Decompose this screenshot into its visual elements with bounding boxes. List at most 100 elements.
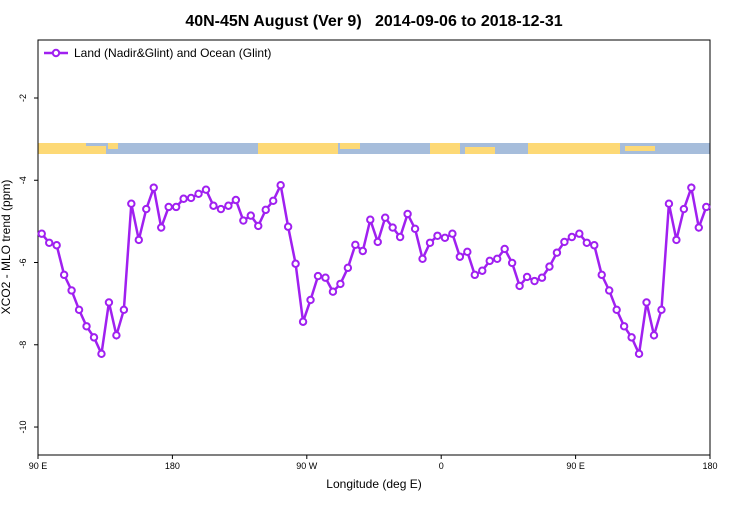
data-point [687,183,696,192]
plot-frame [37,39,711,456]
data-point [194,189,203,199]
data-point [127,199,136,208]
data-point [605,286,614,295]
data-point [157,223,166,232]
data-point [597,270,606,280]
data-point [694,223,703,232]
data-point [537,273,547,282]
data-point [343,263,353,273]
data-point [231,195,241,205]
data-point [298,317,308,326]
data-point [216,204,226,214]
data-point [59,270,69,280]
data-point [590,241,599,250]
x-tick-label: 180 [165,461,180,471]
data-point [149,183,158,192]
y-tick-label: -4 [18,176,28,184]
x-tick-label: 0 [439,461,444,471]
data-point [507,258,517,268]
data-point [52,241,61,250]
data-line [40,181,708,359]
data-point [142,204,151,214]
data-point [164,202,173,212]
data-point [433,231,442,240]
data-point [649,331,659,340]
data-point [395,232,405,242]
data-point [321,273,330,282]
data-point [328,287,338,296]
data-point [97,349,106,359]
data-point [463,247,472,257]
data-point [627,333,636,342]
y-tick-label: -8 [18,341,28,349]
data-point [246,211,256,220]
data-point [582,238,591,247]
legend-label: Land (Nadir&Glint) and Ocean (Glint) [74,46,271,60]
data-point [381,213,390,222]
data-point [679,204,689,214]
data-point [455,252,465,261]
data-point [336,279,345,289]
data-point [82,322,91,331]
data-point [351,240,360,250]
x-tick-label: 180 [702,461,717,471]
data-point [567,232,577,242]
data-point [642,298,651,307]
data-point [425,238,435,247]
data-point [239,216,248,225]
data-point [470,270,479,280]
data-point [186,193,196,203]
data-point [560,237,569,247]
data-point [112,331,121,340]
data-point [500,244,509,254]
data-point [171,202,181,212]
data-point [702,202,711,212]
x-tick-label: 90 E [29,461,48,471]
data-point [254,221,263,231]
data-point [485,256,494,266]
data-point [657,305,666,315]
data-point [493,254,502,264]
data-point [545,262,554,271]
data-point [672,235,681,245]
x-tick-label: 90 W [296,461,318,471]
data-point [104,298,114,307]
legend-marker [51,48,61,58]
data-point [179,194,188,203]
data-point [530,276,539,286]
x-axis-label: Longitude (deg E) [326,477,421,491]
data-point [410,224,420,233]
data-point [440,233,450,243]
data-point [261,205,270,215]
data-point [269,196,278,206]
land-ocean-strip [38,143,710,154]
data-point [89,333,99,342]
data-point [201,185,211,194]
y-axis-label: XCO2 - MLO trend (ppm) [0,180,13,315]
data-point [448,229,457,238]
y-tick-label: -10 [18,421,28,434]
data-point [612,305,621,315]
data-point [119,305,129,315]
data-point [74,305,84,315]
data-point [291,259,300,268]
data-point [388,223,397,232]
data-point [552,248,562,257]
data-point [276,180,285,190]
data-point [373,237,382,247]
data-point [664,199,674,208]
data-point [313,271,323,281]
data-point [575,229,584,238]
data-point [37,229,46,238]
data-point [366,215,375,224]
data-point [283,222,293,231]
y-tick-label: -6 [18,259,28,267]
data-point [209,201,218,210]
data-point [306,295,315,305]
data-point [45,238,54,247]
data-point [224,201,233,210]
data-point [134,235,144,245]
data-point [515,281,524,291]
data-point [634,349,644,359]
